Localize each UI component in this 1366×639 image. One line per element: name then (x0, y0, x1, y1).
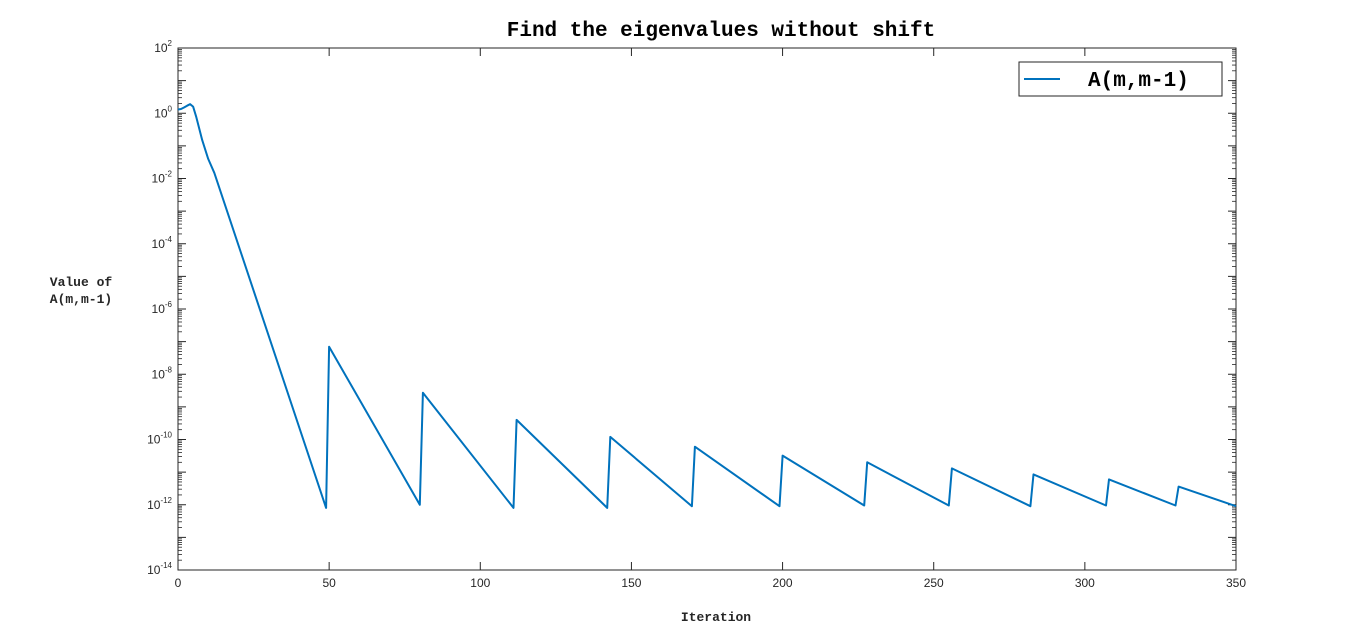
axes-frame (177, 47, 1237, 571)
x-tick-label: 0 (175, 576, 182, 590)
x-tick-label: 350 (1226, 576, 1246, 590)
y-tick-label: 10-8 (152, 365, 173, 381)
x-axis-ticks: 0 50 100 150 200 250 300 350 (175, 48, 1246, 590)
x-tick-label: 300 (1075, 576, 1095, 590)
legend: A(m,m-1) (1018, 61, 1223, 97)
y-tick-label: 10-12 (147, 496, 172, 512)
x-tick-label: 150 (621, 576, 641, 590)
chart-title: Find the eigenvalues without shift (507, 20, 935, 43)
x-tick-label: 200 (773, 576, 793, 590)
y-tick-label: 10-6 (152, 300, 173, 316)
y-tick-label: 100 (154, 104, 172, 120)
x-tick-label: 250 (924, 576, 944, 590)
x-axis-label: Iteration (681, 610, 751, 625)
y-axis-label-line-1: Value of (50, 275, 113, 290)
y-tick-label: 102 (154, 39, 172, 55)
y-axis-label-line-2: A(m,m-1) (50, 292, 112, 307)
y-tick-label: 10-4 (152, 235, 173, 251)
y-tick-label: 10-2 (152, 170, 173, 186)
legend-label: A(m,m-1) (1088, 70, 1189, 93)
y-tick-label: 10-14 (147, 561, 172, 577)
series-line-0 (177, 103, 1237, 509)
series-layer (177, 103, 1237, 509)
plot-area (177, 47, 1237, 571)
x-tick-label: 50 (322, 576, 336, 590)
y-axis-ticks: 10-14 10-12 10-10 10-8 10-6 10-4 10-2 100 102 (147, 39, 1236, 577)
x-tick-label: 100 (470, 576, 490, 590)
y-tick-label: 10-10 (147, 431, 172, 447)
